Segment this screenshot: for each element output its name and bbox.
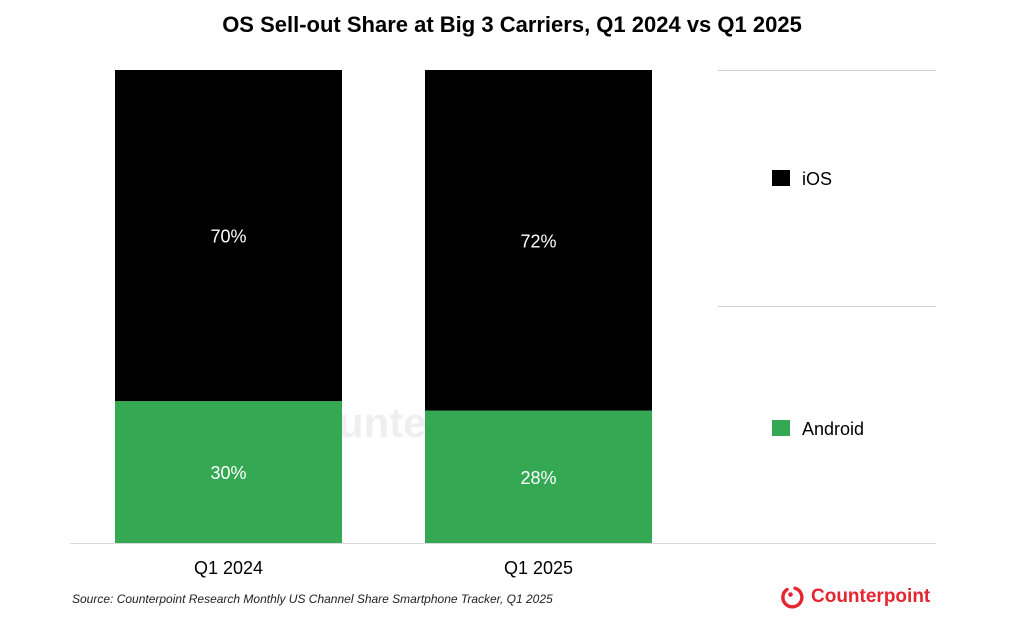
legend-item-android: Android bbox=[772, 419, 864, 439]
legend-swatch bbox=[772, 420, 790, 436]
counterpoint-logo-icon bbox=[781, 586, 804, 609]
data-label: 70% bbox=[210, 227, 246, 247]
counterpoint-logo-text: Counterpoint bbox=[811, 586, 931, 607]
bar-android-q1-2024 bbox=[115, 401, 342, 543]
legend-label: iOS bbox=[802, 169, 832, 189]
source-note: Source: Counterpoint Research Monthly US… bbox=[72, 592, 553, 606]
counterpoint-logo: Counterpoint bbox=[780, 585, 930, 609]
bar-ios-q1-2024 bbox=[115, 70, 342, 402]
bar-android-q1-2025 bbox=[425, 410, 652, 543]
legend-label: Android bbox=[802, 419, 864, 439]
bar-ios-q1-2025 bbox=[425, 70, 652, 411]
chart-title: OS Sell-out Share at Big 3 Carriers, Q1 … bbox=[222, 12, 802, 37]
data-label: 30% bbox=[210, 463, 246, 483]
legend-item-ios: iOS bbox=[772, 169, 832, 189]
data-label: 72% bbox=[520, 231, 556, 251]
data-label: 28% bbox=[520, 468, 556, 488]
legend-swatch bbox=[772, 170, 790, 186]
x-tick-label: Q1 2025 bbox=[504, 558, 573, 578]
x-tick-label: Q1 2024 bbox=[194, 558, 263, 578]
